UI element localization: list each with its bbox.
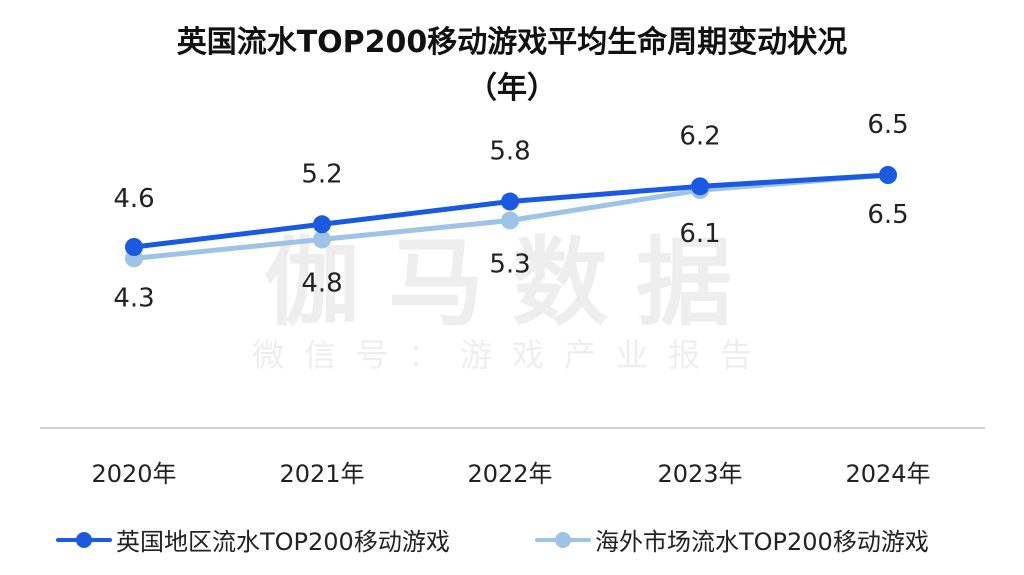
data-label-series1: 6.2 bbox=[679, 121, 720, 151]
x-tick-label: 2024年 bbox=[845, 460, 930, 488]
data-point-series1 bbox=[879, 166, 897, 184]
data-label-series1: 4.6 bbox=[113, 184, 154, 214]
data-label-series2: 5.3 bbox=[489, 249, 530, 279]
data-point-series2 bbox=[501, 211, 519, 230]
legend-swatch-series1 bbox=[56, 528, 112, 552]
legend-label-series1: 英国地区流水TOP200移动游戏 bbox=[116, 528, 450, 556]
x-tick-label: 2023年 bbox=[657, 460, 742, 488]
data-label-series1: 5.2 bbox=[301, 159, 342, 189]
data-label-series1: 6.5 bbox=[867, 110, 908, 140]
data-point-series1 bbox=[691, 177, 709, 196]
x-tick-label: 2021年 bbox=[279, 460, 364, 488]
data-label-series2: 4.3 bbox=[113, 283, 154, 313]
legend-item-series1: 英国地区流水TOP200移动游戏 bbox=[56, 522, 450, 557]
chart-title: 英国流水TOP200移动游戏平均生命周期变动状况 bbox=[176, 25, 848, 60]
x-tick-label: 2020年 bbox=[91, 460, 176, 488]
legend-label-series2: 海外市场流水TOP200移动游戏 bbox=[595, 528, 929, 556]
chart-title-unit: （年） bbox=[467, 71, 557, 106]
x-tick-label: 2022年 bbox=[467, 460, 552, 488]
data-label-series2: 4.8 bbox=[301, 268, 342, 298]
legend-swatch-series2 bbox=[535, 528, 591, 552]
data-point-series1 bbox=[501, 192, 519, 211]
data-point-series1 bbox=[125, 238, 143, 256]
data-point-series2 bbox=[313, 230, 331, 249]
data-label-series1: 5.8 bbox=[489, 137, 530, 167]
legend-item-series2: 海外市场流水TOP200移动游戏 bbox=[535, 522, 929, 557]
data-label-series2: 6.1 bbox=[679, 219, 720, 249]
data-point-series1 bbox=[313, 215, 331, 234]
data-label-series2: 6.5 bbox=[867, 200, 908, 230]
